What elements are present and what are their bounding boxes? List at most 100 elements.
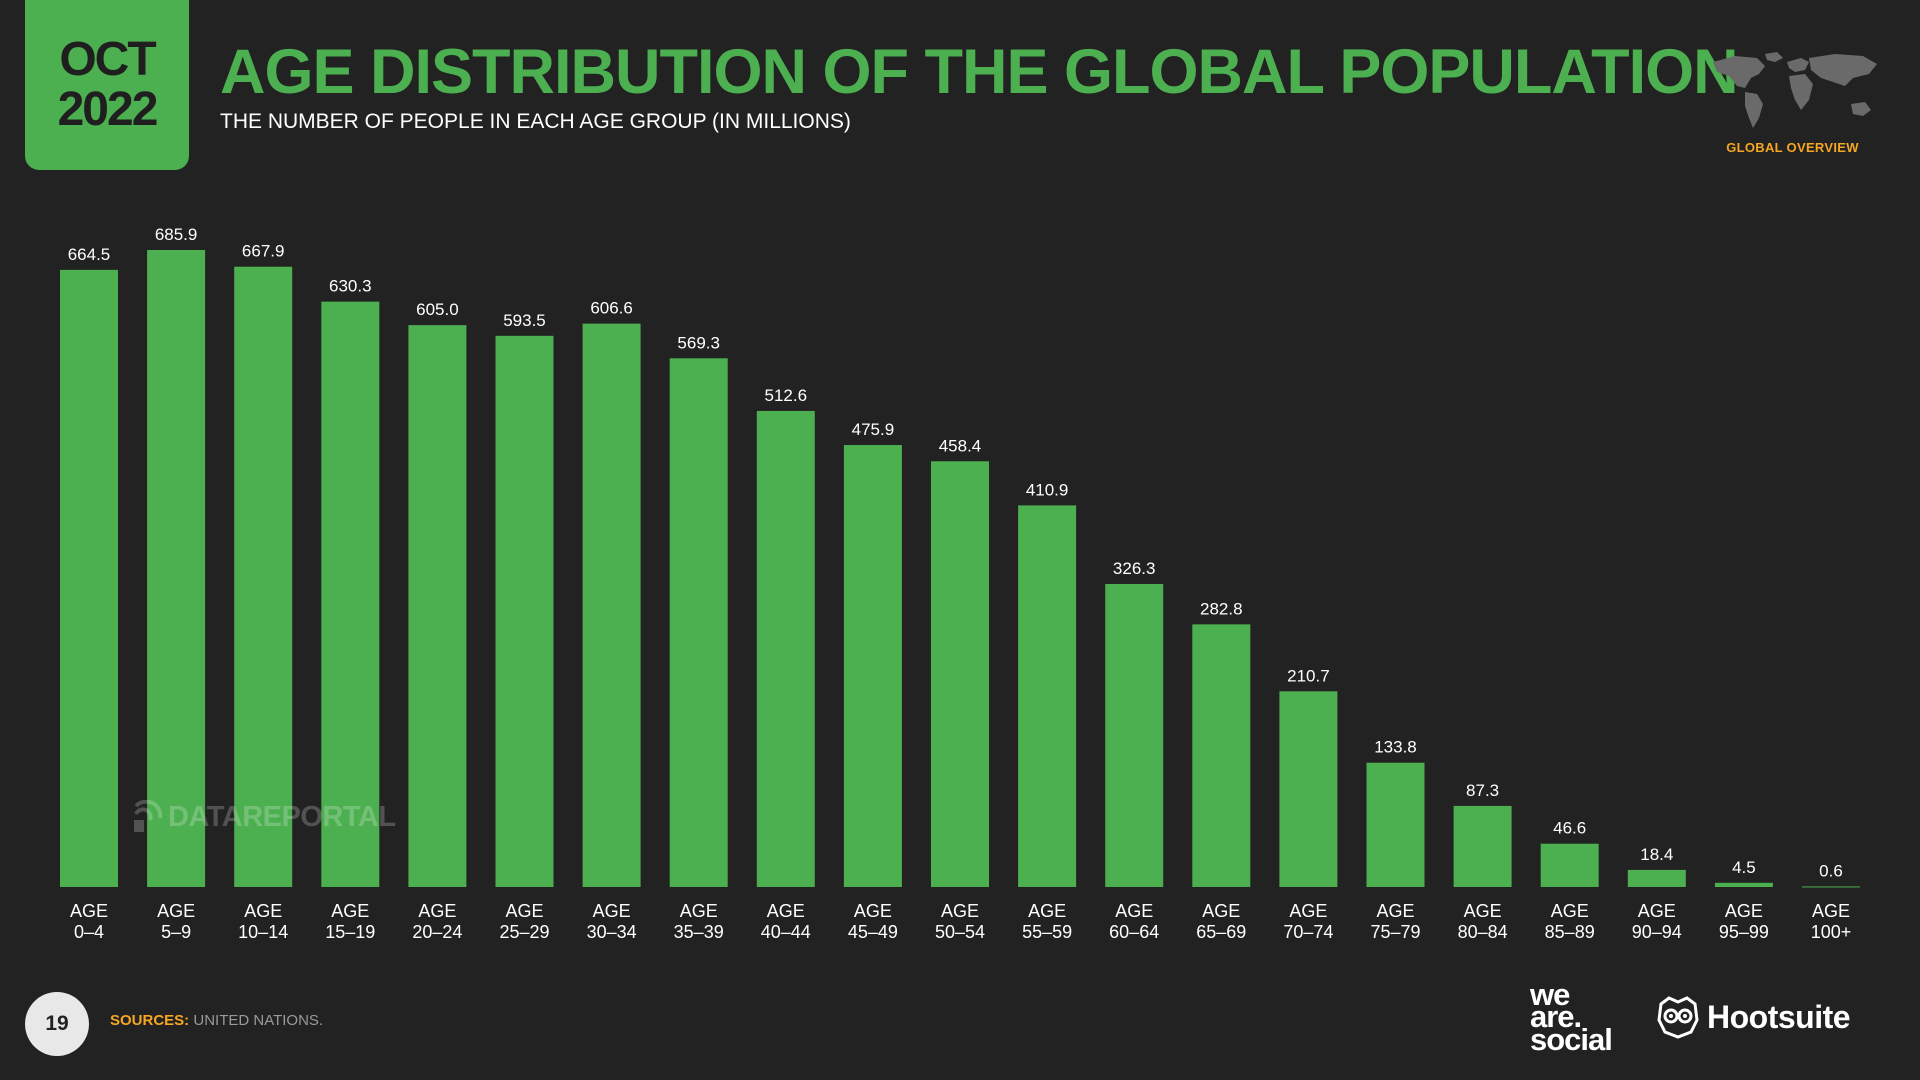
bar (234, 266, 293, 887)
x-tick-label: AGE (331, 901, 369, 921)
x-tick-label: 25–29 (499, 922, 549, 942)
sources-note: SOURCES: UNITED NATIONS. (110, 1012, 323, 1029)
bar (582, 323, 641, 887)
watermark-text: DATAREPORTAL (168, 800, 396, 833)
bar (408, 325, 467, 887)
page-title: AGE DISTRIBUTION OF THE GLOBAL POPULATIO… (220, 37, 1739, 107)
x-tick-label: AGE (593, 901, 631, 921)
x-tick-label: 45–49 (848, 922, 898, 942)
bar-value-label: 4.5 (1732, 858, 1756, 877)
x-tick-label: AGE (70, 901, 108, 921)
bar-value-label: 46.6 (1553, 819, 1586, 838)
date-month: OCT (59, 33, 156, 86)
x-tick-label: 55–59 (1022, 922, 1072, 942)
bar (756, 410, 815, 887)
x-tick-label: 5–9 (161, 922, 191, 942)
owl-icon (1657, 996, 1699, 1039)
datareportal-watermark: DATAREPORTAL (132, 800, 396, 834)
logo-line-2: are. (1530, 999, 1582, 1035)
page-subtitle: THE NUMBER OF PEOPLE IN EACH AGE GROUP (… (220, 110, 851, 133)
bar-value-label: 605.0 (416, 300, 459, 319)
bar (1802, 886, 1860, 888)
bar-value-label: 664.5 (68, 245, 111, 264)
partner-name: Hootsuite (1707, 998, 1851, 1035)
bar-value-label: 18.4 (1640, 845, 1673, 864)
bar-value-label: 569.3 (677, 333, 720, 352)
we-are-social-logo: we are. social (1530, 977, 1613, 1057)
section-label: GLOBAL OVERVIEW (1726, 140, 1859, 155)
x-tick-label: 70–74 (1283, 922, 1333, 942)
bar (321, 301, 380, 887)
bar-value-label: 87.3 (1466, 781, 1499, 800)
x-tick-label: 80–84 (1458, 922, 1508, 942)
x-tick-label: AGE (1551, 901, 1589, 921)
logo-line-1: we (1530, 977, 1570, 1012)
bar (1453, 805, 1512, 887)
bar (1018, 505, 1077, 887)
bar (1366, 762, 1425, 887)
x-tick-label: 40–44 (761, 922, 811, 942)
bar-value-label: 458.4 (939, 436, 982, 455)
bar-value-label: 512.6 (765, 386, 808, 405)
x-tick-label: AGE (680, 901, 718, 921)
x-tick-label: AGE (1638, 901, 1676, 921)
bar-value-label: 210.7 (1287, 666, 1330, 685)
x-tick-label: 65–69 (1196, 922, 1246, 942)
bar (669, 358, 728, 887)
bar-value-label: 630.3 (329, 277, 372, 296)
date-badge: OCT 2022 (25, 0, 189, 170)
date-year: 2022 (57, 83, 159, 136)
x-tick-label: AGE (941, 901, 979, 921)
x-tick-label: AGE (854, 901, 892, 921)
x-tick-label: 95–99 (1719, 922, 1769, 942)
x-tick-label: 85–89 (1545, 922, 1595, 942)
bar (1192, 624, 1251, 887)
x-tick-label: AGE (1115, 901, 1153, 921)
x-tick-label: 35–39 (674, 922, 724, 942)
x-tick-label: 15–19 (325, 922, 375, 942)
bar (1279, 691, 1338, 887)
x-tick-label: AGE (1289, 901, 1327, 921)
bar (1627, 869, 1686, 887)
bar (1540, 843, 1599, 887)
x-tick-label: AGE (1812, 901, 1850, 921)
x-tick-label: 0–4 (74, 922, 104, 942)
bar-chart: 664.5AGE0–4685.9AGE5–9667.9AGE10–14630.3… (60, 225, 1860, 942)
x-tick-label: 100+ (1811, 922, 1852, 942)
bar (1105, 583, 1164, 887)
bar-value-label: 133.8 (1374, 738, 1417, 757)
bar (60, 269, 118, 887)
x-tick-label: 75–79 (1370, 922, 1420, 942)
world-map-icon (1713, 52, 1877, 128)
x-tick-label: AGE (505, 901, 543, 921)
hootsuite-logo: Hootsuite (1655, 994, 1851, 1040)
sources-value: UNITED NATIONS. (193, 1012, 324, 1029)
x-tick-label: 50–54 (935, 922, 985, 942)
page-number: 19 (25, 992, 89, 1056)
x-tick-label: AGE (1725, 901, 1763, 921)
bar-value-label: 0.6 (1819, 861, 1843, 880)
bar-value-label: 326.3 (1113, 559, 1156, 578)
bar (147, 250, 206, 887)
datareportal-logo-icon (134, 800, 163, 832)
bar-value-label: 282.8 (1200, 599, 1243, 618)
x-tick-label: AGE (157, 901, 195, 921)
x-tick-label: 90–94 (1632, 922, 1682, 942)
x-tick-label: AGE (1376, 901, 1414, 921)
bar-value-label: 685.9 (155, 225, 198, 244)
bar-value-label: 475.9 (852, 420, 895, 439)
bar-value-label: 606.6 (590, 299, 633, 318)
x-tick-label: AGE (418, 901, 456, 921)
sources-label: SOURCES: (110, 1012, 190, 1029)
logo-line-3: social (1530, 1021, 1613, 1057)
bar (931, 461, 989, 887)
bar (495, 335, 554, 887)
x-tick-label: AGE (1464, 901, 1502, 921)
x-tick-label: AGE (244, 901, 282, 921)
bar-value-label: 593.5 (503, 311, 546, 330)
x-tick-label: AGE (1202, 901, 1240, 921)
x-tick-label: 30–34 (587, 922, 637, 942)
x-tick-label: 60–64 (1109, 922, 1159, 942)
bar (1714, 882, 1773, 887)
x-tick-label: 10–14 (238, 922, 288, 942)
